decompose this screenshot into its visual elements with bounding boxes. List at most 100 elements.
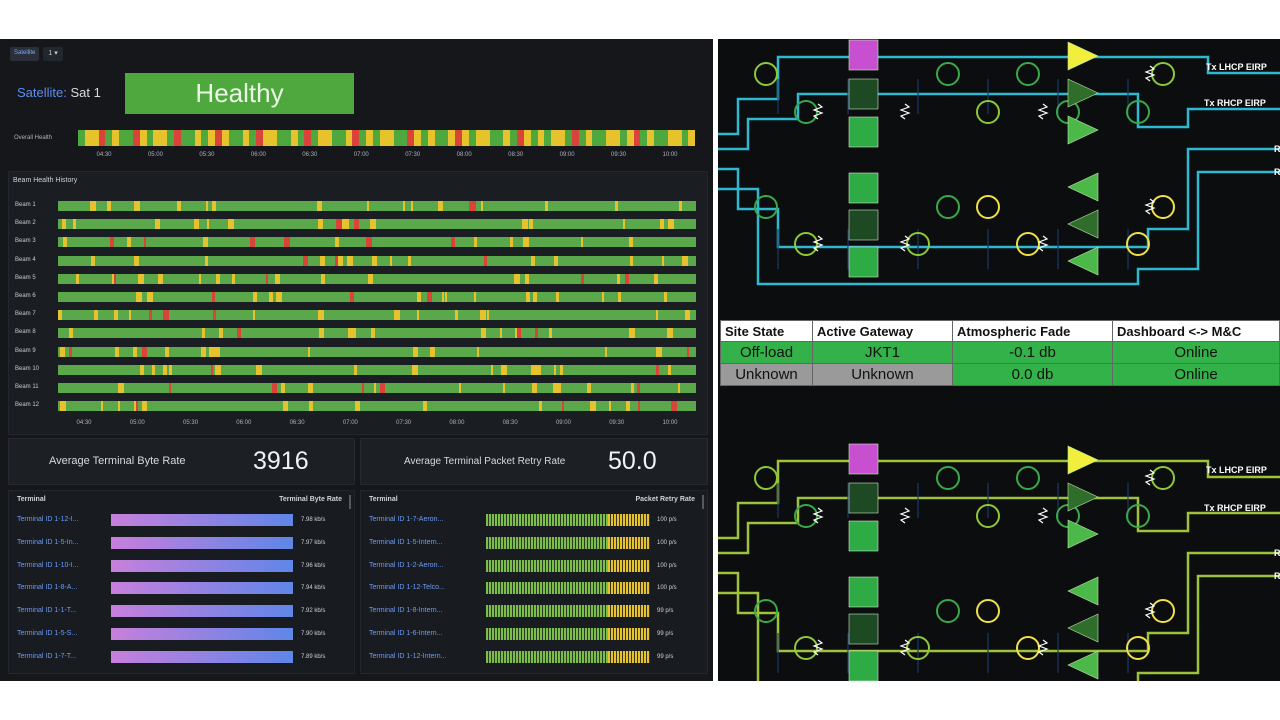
terminal-link[interactable]: Terminal ID 1-8-A... [17, 584, 78, 592]
health-segment [578, 130, 586, 146]
beam-event-marker [537, 364, 541, 375]
table-row[interactable]: Terminal ID 1-12-Telco... 100 p/s [361, 582, 707, 596]
terminal-link[interactable]: Terminal ID 1-12-Telco... [369, 584, 445, 592]
terminal-link[interactable]: Terminal ID 1-5-Intern... [369, 538, 443, 546]
hybrid-coupler [1016, 62, 1040, 86]
health-segment [633, 130, 641, 146]
retry-rate-gauge [486, 559, 650, 572]
beam-event-marker [319, 255, 325, 266]
beam-label: Beam 8 [15, 329, 36, 336]
dashboard-mc-cell: Online [1112, 341, 1280, 364]
terminal-link[interactable]: Terminal ID 1-8-Intern... [369, 607, 443, 615]
table-row[interactable]: Terminal ID 1-1-T... 7.92 kb/s [9, 605, 354, 619]
retry-table-rate-header[interactable]: Packet Retry Rate [635, 496, 695, 503]
rate-value: 100 p/s [657, 517, 677, 523]
hybrid-coupler [936, 62, 960, 86]
beam-event-marker [133, 401, 138, 412]
table-row[interactable]: Terminal ID 1-7-Aeron... 100 p/s [361, 514, 707, 528]
beam-event-marker [554, 255, 558, 266]
site-table-header-row: Site State Active Gateway Atmospheric Fa… [720, 320, 1280, 342]
hybrid-coupler [794, 636, 818, 660]
terminal-link[interactable]: Terminal ID 1-12-I... [17, 516, 79, 523]
table-row[interactable]: Terminal ID 1-5-In... 7.97 kb/s [9, 536, 354, 551]
beam-event-marker [681, 255, 688, 266]
hybrid-coupler [936, 466, 960, 490]
retry-table-scrollbar[interactable] [702, 495, 704, 509]
health-segment [167, 130, 175, 146]
terminal-link[interactable]: Terminal ID 1-1-T... [17, 607, 77, 615]
table-row[interactable]: Terminal ID 1-5-S... 7.90 kb/s [9, 628, 354, 642]
health-segment [640, 130, 648, 146]
health-segment [98, 130, 106, 146]
terminal-link[interactable]: Terminal ID 1-2-Aeron... [369, 561, 444, 569]
table-row[interactable]: Terminal ID 1-2-Aeron... 100 p/s [361, 559, 707, 574]
retry-gauge-high-segment [608, 605, 650, 618]
terminal-link[interactable]: Terminal ID 1-5-In... [17, 538, 79, 546]
byte-table-scrollbar[interactable] [349, 495, 351, 509]
terminal-link[interactable]: Terminal ID 1-10-I... [17, 561, 79, 569]
table-row[interactable]: Terminal ID 1-6-Intern... 99 p/s [361, 628, 707, 642]
beam-event-marker [501, 364, 508, 375]
beam-event-marker [469, 201, 473, 211]
terminal-link[interactable]: Terminal ID 1-6-Intern... [369, 630, 443, 637]
terminal-link[interactable]: Terminal ID 1-12-Intern... [369, 652, 447, 660]
health-segment [379, 130, 387, 146]
health-segment [372, 130, 380, 146]
table-row[interactable]: Terminal ID 1-7-T... 7.89 kb/s [9, 650, 354, 665]
time-tick-label: 05:30 [183, 420, 199, 426]
signal-path [718, 170, 1280, 286]
table-row[interactable]: Terminal ID 1-8-A... 7.94 kb/s [9, 582, 354, 596]
beam-event-marker [353, 219, 359, 230]
table-row[interactable]: Terminal ID 1-8-Intern... 99 p/s [361, 605, 707, 619]
satellite-select[interactable]: 1 ▾ [43, 47, 63, 61]
beam-event-marker [210, 364, 213, 375]
hybrid-coupler [936, 599, 960, 623]
terminal-link[interactable]: Terminal ID 1-5-S... [17, 630, 78, 637]
beam-event-marker [625, 401, 630, 412]
beam-event-marker [459, 383, 462, 393]
table-row[interactable]: Terminal ID 1-12-I... 7.98 kb/s [9, 514, 354, 528]
attenuator-symbol [1037, 639, 1049, 656]
table-row[interactable]: Terminal ID 1-10-I... 7.96 kb/s [9, 559, 354, 574]
byte-rate-gauge [111, 628, 293, 640]
retry-rate-stat-label: Average Terminal Packet Retry Rate [404, 456, 566, 467]
beam-event-marker [411, 364, 418, 375]
beam-health-title: Beam Health History [13, 177, 78, 184]
beam-event-marker [499, 328, 502, 339]
health-segment [551, 130, 559, 146]
health-segment [667, 130, 675, 146]
beam-event-marker [158, 273, 164, 284]
attenuator-symbol [1037, 235, 1049, 252]
retry-table-terminal-header[interactable]: Terminal [369, 496, 398, 503]
beam-event-marker [628, 237, 633, 248]
health-segment [112, 130, 120, 146]
terminal-link[interactable]: Terminal ID 1-7-T... [17, 652, 77, 660]
terminal-link[interactable]: Terminal ID 1-7-Aeron... [369, 516, 444, 523]
health-segment [105, 130, 113, 146]
time-tick-label: 06:00 [236, 420, 252, 426]
health-segment [180, 130, 188, 146]
byte-table-rate-header[interactable]: Terminal Byte Rate [279, 496, 342, 503]
time-tick-label: 07:30 [396, 420, 412, 426]
retry-rate-gauge [486, 514, 650, 526]
table-row[interactable]: Terminal ID 1-5-Intern... 100 p/s [361, 536, 707, 551]
beam-event-marker [202, 328, 206, 339]
retry-rate-stat-panel: Average Terminal Packet Retry Rate 50.0 [360, 438, 708, 485]
retry-rate-gauge [486, 650, 650, 663]
time-tick-label: 04:30 [96, 152, 112, 158]
beam-event-marker [101, 401, 104, 412]
beam-event-marker [442, 292, 445, 302]
beam-event-marker [316, 201, 322, 211]
byte-table-terminal-header[interactable]: Terminal [17, 496, 46, 503]
health-segment [187, 130, 195, 146]
beam-event-marker [451, 237, 456, 248]
beam-event-marker [60, 310, 63, 321]
attenuator-symbol [812, 235, 824, 252]
beam-event-marker [502, 383, 505, 393]
beam-event-marker [455, 310, 459, 321]
dashboard-topbar: Satellite 1 ▾ [10, 47, 63, 61]
satellite-variable-tag[interactable]: Satellite [10, 47, 40, 61]
health-segment [304, 130, 312, 146]
table-row[interactable]: Terminal ID 1-12-Intern... 99 p/s [361, 650, 707, 665]
health-segment [331, 130, 339, 146]
